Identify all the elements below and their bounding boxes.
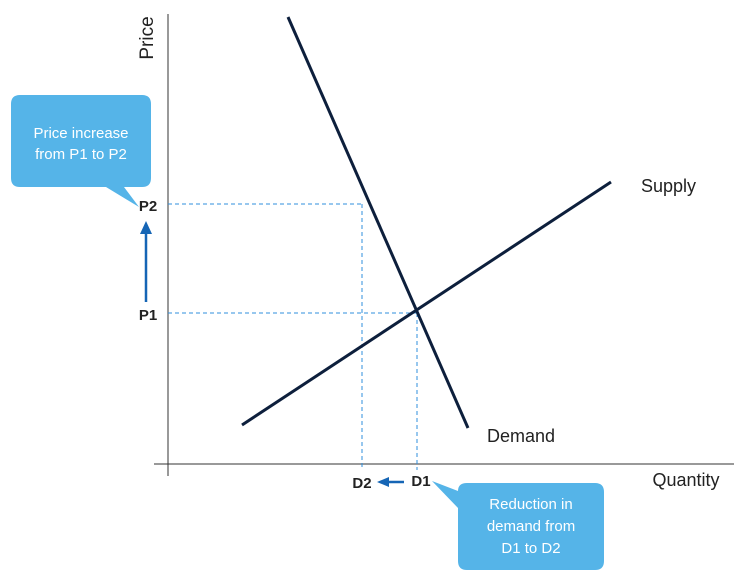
p2-label: P2 — [139, 198, 157, 215]
d2-label: D2 — [352, 475, 371, 492]
demand-callout-line-3: D1 to D2 — [501, 540, 560, 557]
demand-callout-bubble — [432, 481, 604, 570]
demand-curve — [286, 16, 470, 429]
supply-curve — [241, 180, 612, 427]
price-callout: Price increase from P1 to P2 — [11, 95, 151, 207]
x-axis-label: Quantity — [652, 470, 719, 490]
price-callout-line-2: from P1 to P2 — [35, 146, 127, 163]
guide-lines — [168, 203, 418, 470]
demand-label: Demand — [487, 426, 555, 446]
demand-reduction-arrow — [377, 477, 404, 487]
price-callout-bubble — [11, 95, 151, 207]
demand-callout-line-1: Reduction in — [489, 496, 572, 513]
y-axis-label: Price — [137, 16, 158, 59]
demand-callout-line-2: demand from — [487, 518, 575, 535]
price-callout-line-1: Price increase — [33, 125, 128, 142]
demand-callout: Reduction in demand from D1 to D2 — [432, 481, 604, 570]
supply-label: Supply — [641, 176, 696, 196]
price-increase-arrow — [140, 221, 152, 302]
p1-label: P1 — [139, 307, 157, 324]
d1-label: D1 — [411, 473, 430, 490]
